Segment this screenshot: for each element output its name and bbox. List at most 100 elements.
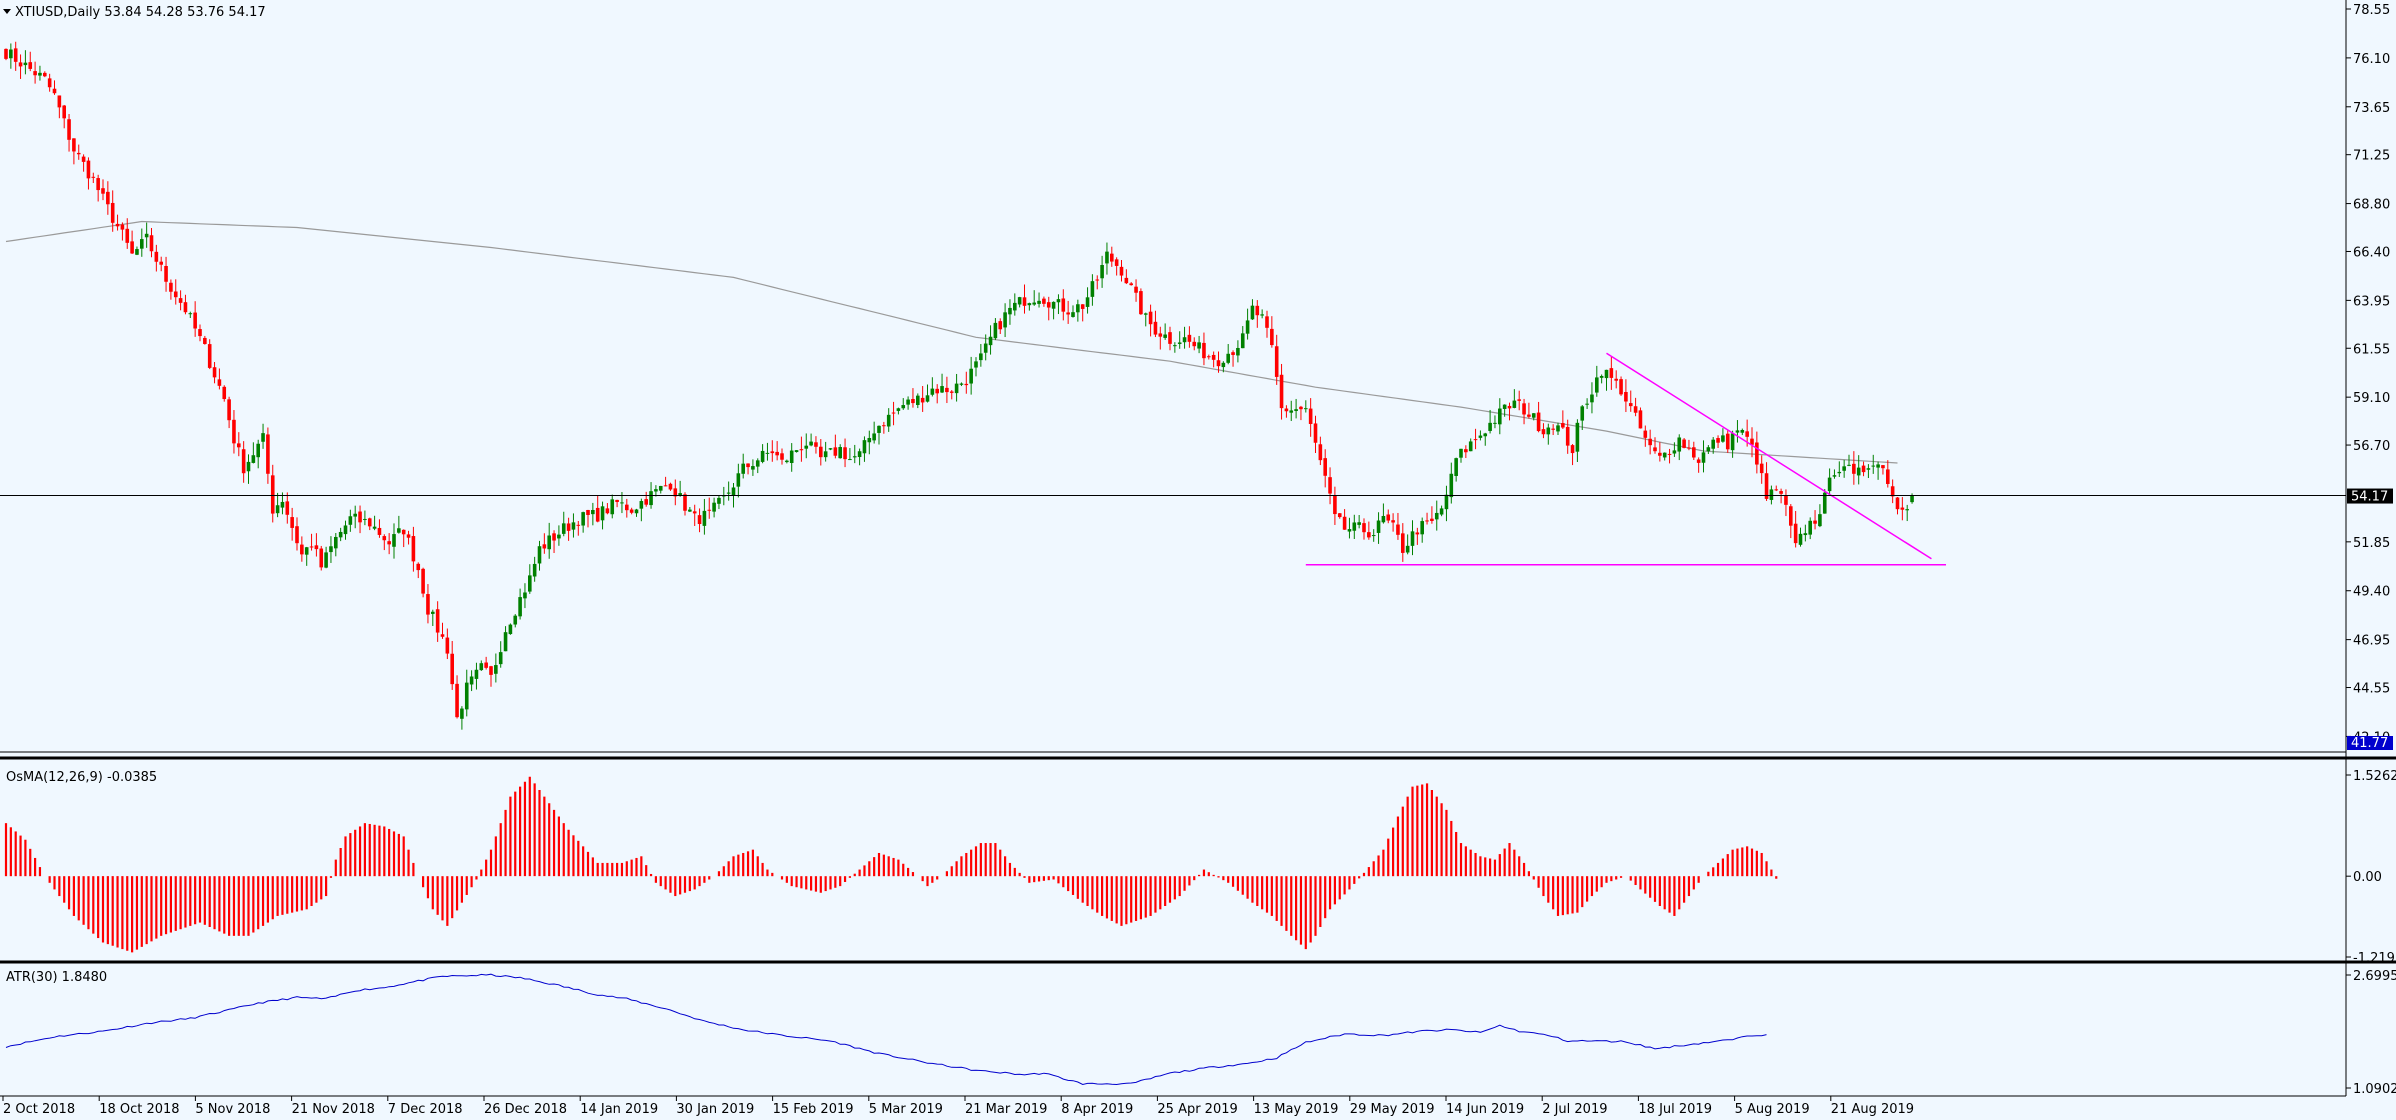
candle: [1493, 415, 1497, 429]
candle: [765, 442, 770, 461]
candle: [1798, 527, 1803, 547]
candle-body: [1822, 492, 1827, 514]
triangle-down-icon[interactable]: [3, 9, 11, 14]
candle: [1580, 404, 1585, 430]
candle: [1488, 409, 1492, 434]
candle-body: [47, 78, 52, 88]
candle-body: [683, 494, 687, 511]
candle-body: [1153, 321, 1158, 335]
candle-body: [372, 526, 377, 529]
candle-body: [610, 499, 615, 515]
atr-line-layer: [5, 973, 1767, 1086]
candle-body: [586, 509, 590, 515]
candle: [1701, 440, 1706, 473]
candle: [96, 174, 100, 202]
candle: [1342, 509, 1347, 530]
price-panel[interactable]: XTIUSD,Daily 53.84 54.28 53.76 54.17: [0, 5, 2346, 730]
candle-body: [1556, 425, 1560, 432]
candle-body: [857, 451, 862, 458]
candle-body: [823, 451, 828, 458]
candle: [1192, 337, 1197, 351]
candle: [1692, 441, 1696, 461]
candle-body: [392, 534, 396, 547]
candle: [1444, 485, 1449, 522]
candle-body: [445, 637, 450, 654]
candle-body: [911, 398, 915, 404]
candle-body: [993, 322, 998, 339]
candle: [537, 540, 542, 571]
candle: [270, 464, 275, 523]
time-tick-label: 7 Dec 2018: [388, 1102, 463, 1117]
candle: [785, 459, 789, 464]
candle: [1051, 301, 1056, 320]
candle-body: [115, 223, 120, 227]
candle-body: [537, 546, 542, 564]
candle-body: [1837, 471, 1842, 474]
candle-body: [760, 450, 765, 462]
time-tick-label: 21 Mar 2019: [965, 1102, 1047, 1117]
candle-body: [149, 235, 154, 252]
candle: [1522, 398, 1526, 425]
candle-body: [1381, 515, 1386, 523]
candle-body: [605, 508, 610, 514]
candle-body: [1439, 508, 1444, 515]
candle-body: [1890, 486, 1895, 497]
candle-body: [1721, 435, 1725, 442]
candle-body: [1226, 353, 1230, 363]
candle-body: [1066, 312, 1070, 315]
candle: [227, 396, 231, 429]
candle: [314, 533, 319, 557]
time-tick-label: 14 Jan 2019: [580, 1102, 658, 1117]
candle: [498, 641, 503, 668]
candle-body: [144, 233, 149, 238]
candle: [1653, 437, 1657, 454]
candle-body: [1488, 422, 1492, 431]
osma-panel[interactable]: OsMA(12,26,9) -0.0385: [4, 770, 1778, 953]
candle: [673, 479, 678, 506]
candle-body: [1337, 513, 1342, 518]
candle-body: [974, 361, 978, 368]
candle-body: [169, 282, 173, 292]
candle: [605, 503, 610, 515]
candle-body: [1512, 400, 1517, 408]
candle-body: [988, 336, 993, 346]
candle: [159, 256, 163, 272]
time-axis[interactable]: 2 Oct 2018 18 Oct 2018 5 Nov 2018 21 Nov 20…: [2, 1096, 1914, 1117]
candle: [654, 485, 658, 497]
candle-body: [1692, 447, 1696, 458]
candle: [1900, 497, 1905, 521]
candle: [1401, 523, 1405, 562]
candle: [1556, 422, 1560, 435]
candle-body: [130, 241, 134, 254]
candle-body: [1240, 333, 1245, 349]
candle-body: [998, 321, 1003, 330]
candle-body: [1449, 473, 1454, 498]
candle: [920, 385, 925, 412]
candle-body: [367, 518, 372, 527]
candle: [445, 628, 450, 660]
candle-body: [566, 523, 571, 531]
candle-body: [106, 191, 110, 205]
candle-body: [363, 518, 367, 520]
candle: [1080, 304, 1085, 322]
candle-body: [1585, 403, 1589, 405]
candle-body: [1071, 312, 1075, 317]
candle-body: [188, 313, 193, 315]
trendline[interactable]: [1606, 352, 1932, 560]
candle: [1357, 515, 1361, 529]
candle: [828, 448, 833, 451]
candle-body: [72, 138, 76, 152]
candle: [775, 441, 779, 461]
candle-body: [1008, 307, 1012, 315]
candle-body: [1774, 489, 1779, 491]
candle-body: [557, 534, 561, 539]
price-axis[interactable]: 78.55 76.10 73.65 71.25 68.80 66.40 63.95 61.55…: [2346, 3, 2390, 745]
candle-body: [916, 395, 920, 405]
atr-panel[interactable]: ATR(30) 1.8480: [5, 970, 1767, 1086]
candle-body: [1245, 320, 1250, 334]
candle: [1376, 512, 1381, 544]
candle-body: [1905, 509, 1909, 511]
candle-body: [663, 485, 668, 487]
candle: [945, 376, 949, 404]
